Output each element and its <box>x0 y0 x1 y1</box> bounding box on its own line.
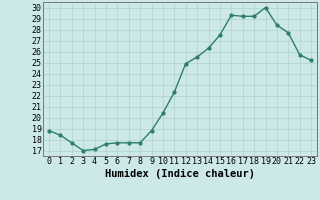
X-axis label: Humidex (Indice chaleur): Humidex (Indice chaleur) <box>105 169 255 179</box>
